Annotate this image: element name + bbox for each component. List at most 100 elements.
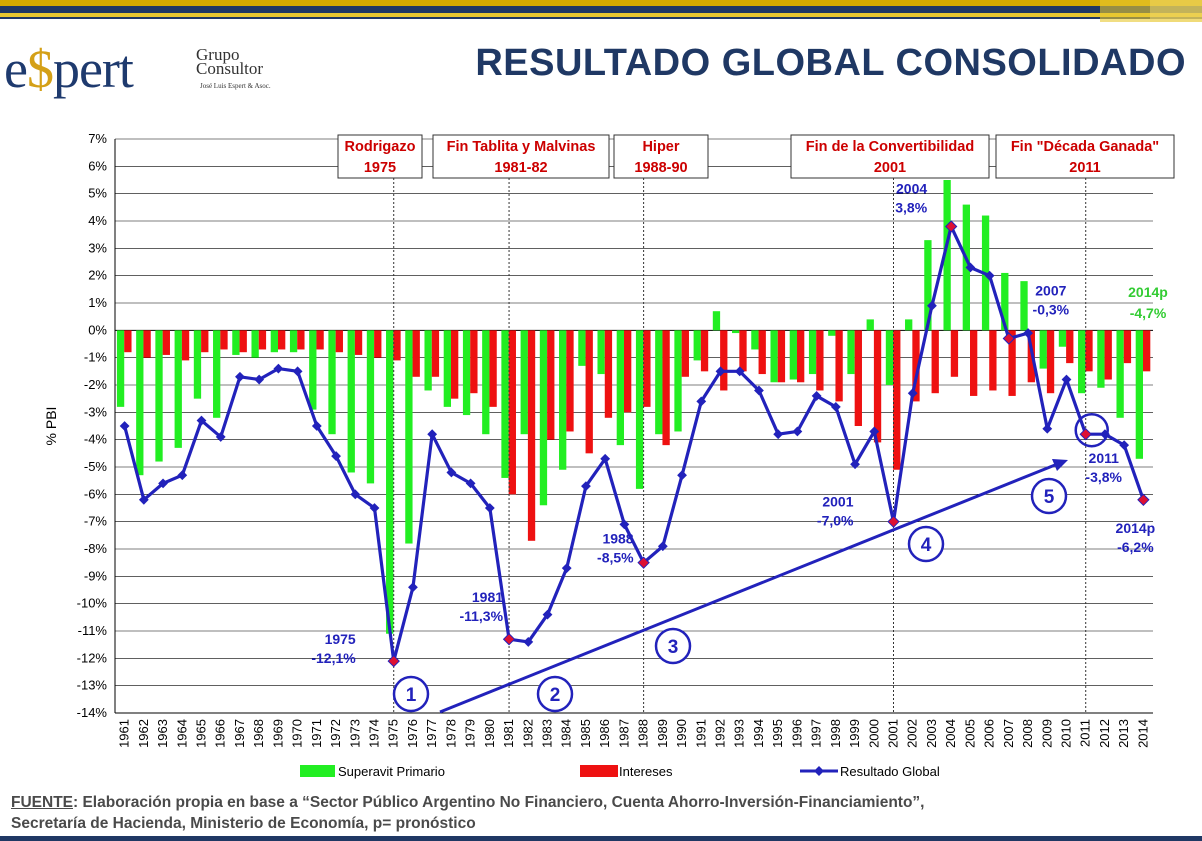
- x-tick-label: 1969: [270, 719, 285, 748]
- x-tick-label: 1998: [828, 719, 843, 748]
- x-tick-label: 2008: [1020, 719, 1035, 748]
- bar-superavit-primario: [347, 330, 355, 473]
- period-marker-number: 4: [921, 535, 932, 556]
- period-marker-number: 3: [668, 637, 679, 658]
- source-footer: FUENTE: Elaboración propia en base a “Se…: [11, 792, 924, 834]
- highlight-point: [887, 515, 900, 528]
- bar-intereses: [470, 330, 478, 394]
- y-tick-label: -4%: [84, 432, 108, 447]
- x-tick-label: 2006: [982, 719, 997, 748]
- point-label-year: 1981: [472, 589, 503, 605]
- bar-intereses: [797, 330, 805, 383]
- bar-intereses: [124, 330, 132, 353]
- y-tick-label: 3%: [88, 240, 107, 255]
- x-tick-label: 1991: [693, 719, 708, 748]
- bar-intereses: [604, 330, 613, 418]
- x-tick-label: 2002: [905, 719, 920, 748]
- y-tick-label: -1%: [84, 350, 108, 365]
- bar-intereses: [431, 330, 440, 377]
- bar-intereses: [970, 330, 978, 396]
- bar-intereses: [1008, 330, 1016, 396]
- bar-intereses: [1046, 330, 1055, 394]
- bar-intereses: [700, 330, 709, 372]
- x-tick-label: 2003: [924, 719, 939, 748]
- line-point: [773, 429, 784, 440]
- line-point: [196, 415, 207, 426]
- legend-marker-resultado: [814, 766, 824, 776]
- legend-swatch-intereses: [580, 765, 618, 777]
- bar-superavit-primario: [482, 330, 490, 435]
- x-tick-label: 1967: [232, 719, 247, 748]
- y-tick-label: -6%: [84, 486, 108, 501]
- y-tick-label: -5%: [84, 459, 108, 474]
- x-tick-label: 1997: [809, 719, 824, 748]
- x-tick-label: 1995: [770, 719, 785, 748]
- period-marker-number: 1: [406, 685, 417, 706]
- x-tick-label: 1976: [405, 719, 420, 748]
- bar-superavit-primario: [635, 330, 644, 489]
- y-axis-label: % PBI: [43, 407, 59, 446]
- bar-superavit-primario: [213, 330, 221, 418]
- line-point: [754, 385, 764, 396]
- line-resultado-global: [123, 224, 1145, 663]
- y-tick-label: 7%: [88, 131, 107, 146]
- line-point: [1042, 423, 1053, 434]
- bar-superavit-primario: [462, 330, 471, 416]
- event-year: 1975: [364, 160, 396, 176]
- point-label-value: -11,3%: [459, 608, 503, 624]
- x-tick-label: 1992: [713, 719, 728, 748]
- bar-intereses: [143, 330, 151, 358]
- y-tick-label: -8%: [84, 541, 108, 556]
- point-label-year: 1988: [602, 531, 633, 547]
- bar-intereses: [239, 330, 247, 353]
- bar-intereses: [739, 330, 747, 372]
- event-box: [432, 134, 610, 179]
- point-label-year: 1975: [325, 631, 356, 647]
- y-tick-label: 5%: [88, 186, 107, 201]
- point-label-value: -7,0%: [817, 513, 854, 529]
- period-marker-circle: [907, 525, 945, 563]
- y-tick-label: -7%: [84, 514, 108, 529]
- bar-intereses: [585, 330, 593, 454]
- x-tick-label: 1988: [636, 719, 651, 748]
- line-point: [523, 637, 534, 647]
- bar-superavit-primario: [136, 330, 144, 476]
- bar-superavit-primario: [539, 330, 548, 506]
- bar-superavit-primario: [732, 330, 740, 334]
- bar-superavit-primario: [1078, 330, 1086, 394]
- line-point: [408, 582, 418, 593]
- period-marker-number: 5: [1044, 487, 1055, 508]
- x-tick-label: 1989: [655, 719, 670, 748]
- line-point: [427, 429, 438, 440]
- y-tick-label: -10%: [77, 596, 108, 611]
- bar-superavit-primario: [693, 330, 701, 361]
- highlight-point: [637, 556, 650, 569]
- point-label-year: 2014p: [1116, 520, 1156, 536]
- bar-intereses: [489, 330, 497, 407]
- bar-superavit-primario: [885, 330, 894, 385]
- line-point: [600, 453, 611, 464]
- x-tick-label: 1980: [482, 719, 497, 748]
- line-point: [734, 366, 745, 377]
- event-box: [995, 134, 1175, 179]
- x-tick-label: 1972: [328, 719, 343, 748]
- bar-intereses: [643, 330, 651, 407]
- bar-intereses: [720, 330, 728, 391]
- bar-superavit-primario: [405, 330, 413, 544]
- bar-intereses: [354, 330, 363, 355]
- source-line-1: : Elaboración propia en base a “Sector P…: [73, 794, 925, 811]
- y-tick-label: 4%: [88, 213, 107, 228]
- x-tick-label: 1970: [290, 719, 305, 748]
- period-marker-circle: [1030, 477, 1068, 515]
- bar-intereses: [816, 330, 824, 391]
- bar-intereses: [758, 330, 766, 375]
- bar-superavit-primario: [1039, 330, 1047, 369]
- x-tick-label: 1965: [194, 719, 209, 748]
- bar-superavit-primario: [905, 319, 913, 331]
- line-point: [927, 300, 937, 311]
- x-tick-label: 2010: [1059, 719, 1074, 748]
- legend-label-intereses: Intereses: [619, 764, 673, 779]
- event-box: [613, 134, 709, 179]
- bar-superavit-primario: [386, 330, 394, 634]
- x-tick-label: 1985: [578, 719, 593, 748]
